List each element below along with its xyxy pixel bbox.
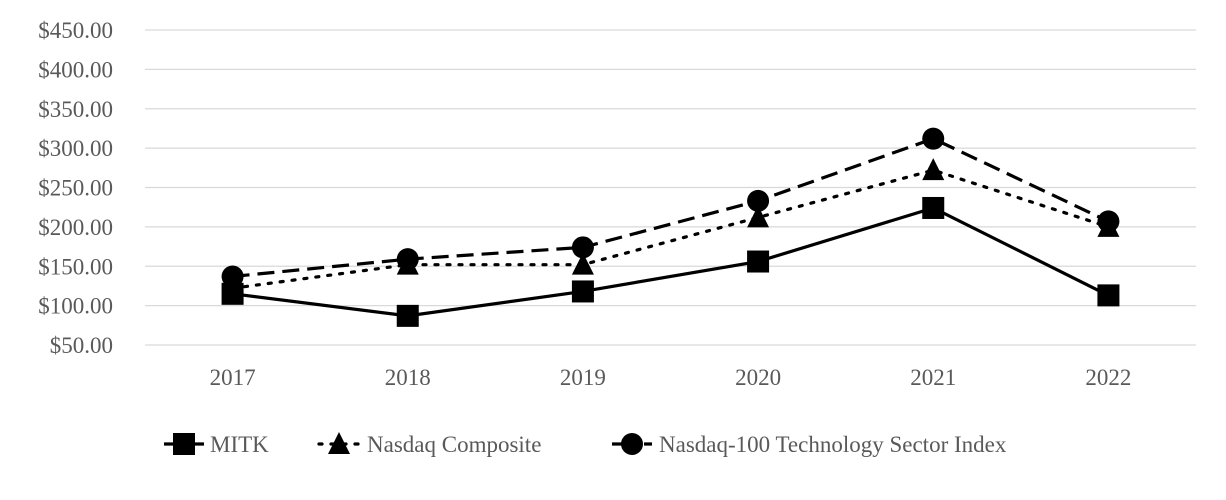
legend-marker	[173, 433, 195, 455]
x-tick-label: 2020	[735, 365, 781, 390]
y-tick-label: $150.00	[38, 254, 113, 279]
y-tick-label: $300.00	[38, 136, 113, 161]
data-point	[571, 280, 594, 303]
y-tick-label: $250.00	[38, 176, 113, 201]
data-point	[1097, 210, 1120, 233]
y-axis-ticks: $50.00 $100.00 $150.00 $200.00 $250.00 $300.0…	[38, 18, 113, 358]
x-axis-ticks: 2017 2018 2019 2020 2021 2022	[210, 365, 1132, 390]
x-tick-label: 2018	[385, 365, 431, 390]
legend-entry: MITK	[164, 432, 269, 457]
series-lines	[221, 127, 1120, 327]
legend-marker	[621, 433, 643, 455]
data-point	[922, 196, 945, 219]
y-tick-label: $400.00	[38, 57, 113, 82]
legend-marker	[328, 432, 350, 454]
x-tick-label: 2019	[560, 365, 606, 390]
y-tick-label: $200.00	[38, 215, 113, 240]
data-point	[221, 265, 244, 288]
legend-label: Nasdaq Composite	[367, 432, 541, 457]
x-tick-label: 2017	[210, 365, 256, 390]
legend-entry: Nasdaq Composite	[317, 432, 541, 457]
series-line	[232, 206, 1110, 318]
data-point	[1097, 284, 1120, 307]
data-point	[747, 250, 770, 273]
y-tick-label: $350.00	[38, 97, 113, 122]
data-point	[396, 304, 419, 327]
legend-entry: Nasdaq-100 Technology Sector Index	[612, 432, 1007, 457]
x-tick-label: 2022	[1085, 365, 1131, 390]
y-tick-label: $50.00	[50, 333, 113, 358]
series-circle	[221, 127, 1120, 288]
data-point	[571, 252, 594, 275]
series-line	[232, 136, 1110, 279]
data-point	[571, 236, 594, 259]
y-tick-label: $100.00	[38, 294, 113, 319]
legend-label: Nasdaq-100 Technology Sector Index	[659, 432, 1007, 457]
data-point	[747, 189, 770, 212]
x-tick-label: 2021	[910, 365, 956, 390]
data-point	[922, 158, 945, 181]
legend: MITK Nasdaq Composite Nasdaq-100 Technolog…	[164, 432, 1007, 457]
series-line	[230, 168, 1111, 290]
legend-label: MITK	[210, 432, 269, 457]
data-point	[922, 127, 945, 150]
data-point	[747, 205, 770, 228]
series-square	[221, 196, 1120, 327]
data-point	[396, 248, 419, 271]
y-tick-label: $450.00	[38, 18, 113, 43]
